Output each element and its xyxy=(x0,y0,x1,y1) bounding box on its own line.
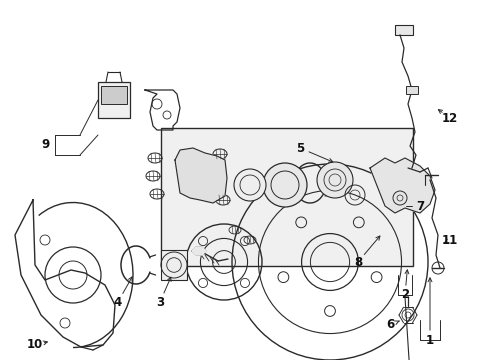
Text: 3: 3 xyxy=(156,296,164,309)
Bar xyxy=(161,250,186,280)
Bar xyxy=(394,25,412,35)
Polygon shape xyxy=(192,247,205,255)
Polygon shape xyxy=(175,148,226,203)
Text: 1: 1 xyxy=(425,333,433,346)
Polygon shape xyxy=(369,158,434,213)
Circle shape xyxy=(263,163,306,207)
Bar xyxy=(98,82,130,118)
Text: 6: 6 xyxy=(385,319,393,332)
Bar xyxy=(101,86,127,104)
Circle shape xyxy=(316,162,352,198)
Circle shape xyxy=(234,169,265,201)
Text: 11: 11 xyxy=(441,234,457,247)
Text: 4: 4 xyxy=(114,296,122,309)
Text: 12: 12 xyxy=(441,112,457,125)
Text: 10: 10 xyxy=(27,338,43,351)
Bar xyxy=(405,86,417,94)
Text: 7: 7 xyxy=(415,199,423,212)
Bar xyxy=(161,128,412,266)
Text: 9: 9 xyxy=(42,139,50,152)
Text: 2: 2 xyxy=(400,288,408,302)
Text: 8: 8 xyxy=(353,256,362,269)
Text: 5: 5 xyxy=(295,141,304,154)
